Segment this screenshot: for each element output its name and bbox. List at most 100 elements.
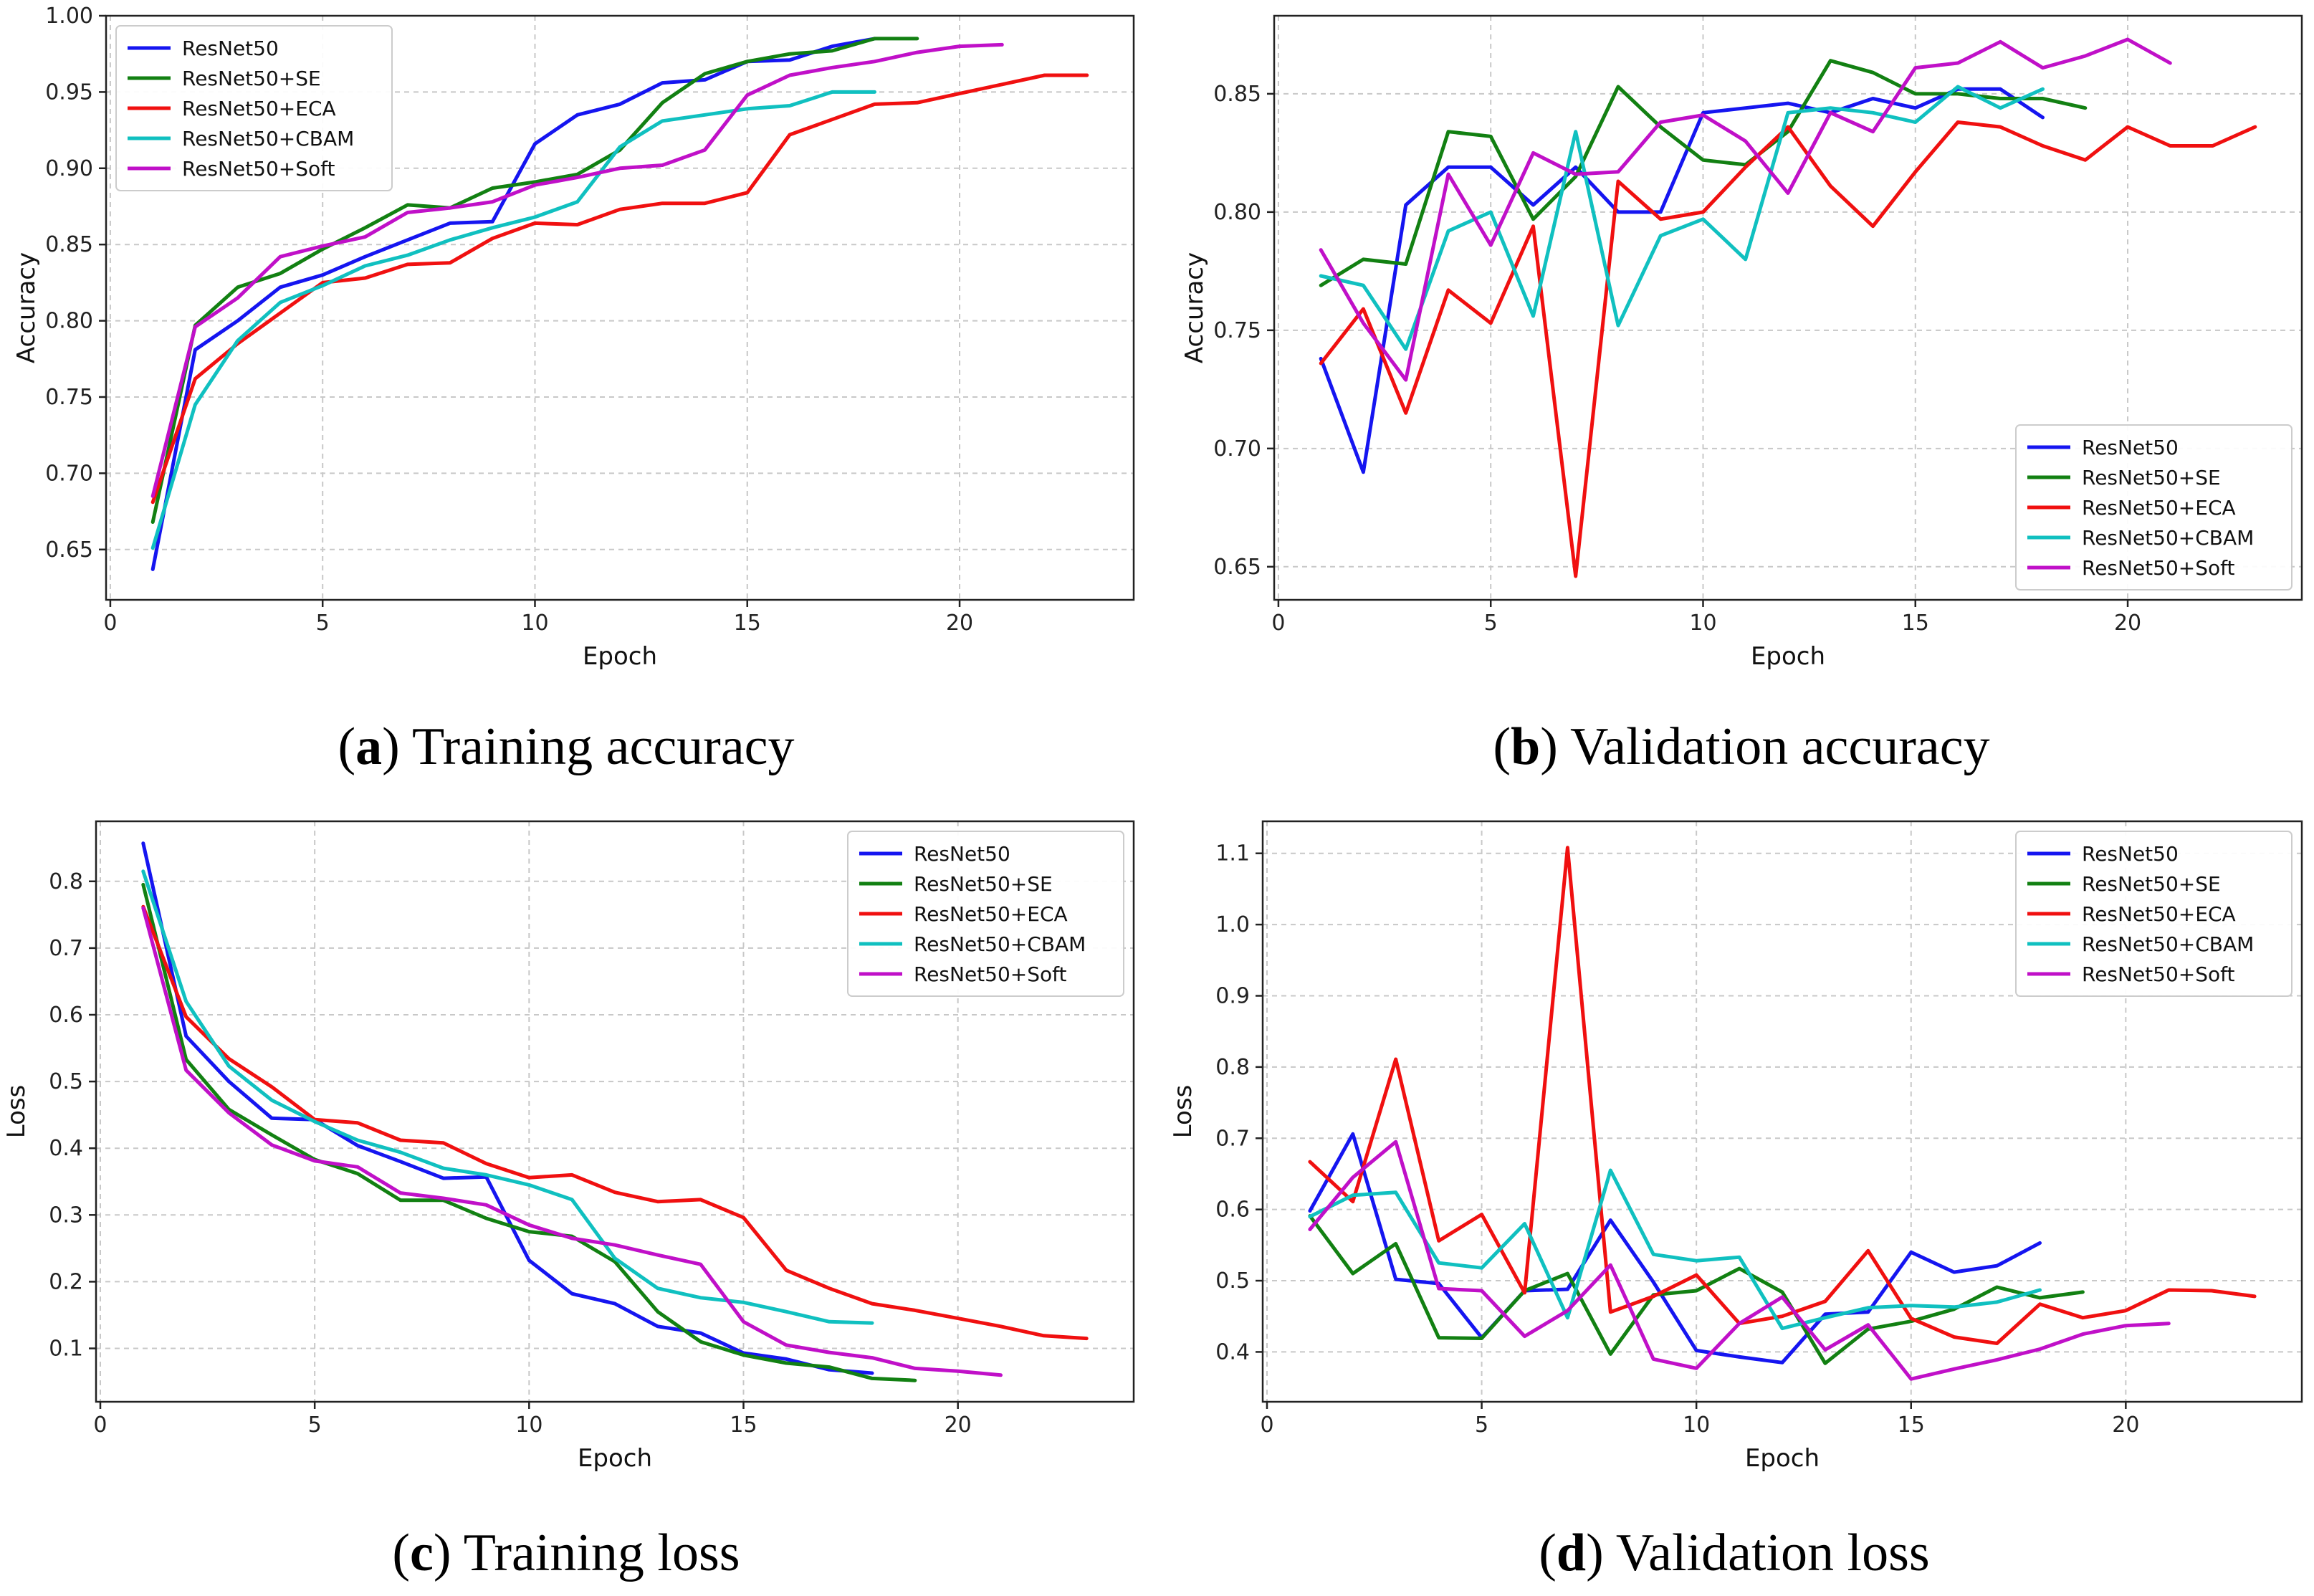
y-tick-label: 1.00 [45, 4, 93, 29]
series-line-resnet50-cbam [1319, 85, 2045, 351]
y-tick-label: 0.7 [1215, 1126, 1250, 1151]
y-tick-label: 0.90 [45, 156, 93, 181]
y-tick-label: 0.65 [45, 537, 93, 563]
legend-label-resnet50-cbam: ResNet50+CBAM [914, 932, 1086, 956]
x-axis-label: Epoch [578, 1444, 652, 1473]
axes-frame [1261, 820, 2303, 1403]
y-axis-label: Loss [1169, 1085, 1197, 1139]
legend-box [2015, 424, 2293, 591]
caption-a: (a) Training accuracy [338, 717, 795, 776]
y-tick-label: 0.7 [49, 936, 83, 961]
legend-label-resnet50: ResNet50 [182, 37, 279, 60]
caption-d-letter: d [1556, 1524, 1587, 1582]
y-tick-label: 0.80 [45, 309, 93, 334]
legend: ResNet50 ResNet50+SE ResNet50+ECA ResNet50+… [847, 831, 1124, 997]
chart-c: 0 5 10 15 20 0.1 0.2 0.3 0.4 0.5 0.6 0.7 0.8 Epoch Los… [2, 820, 1135, 1473]
legend-box [115, 25, 393, 191]
chart-d: 0 5 10 15 20 0.4 0.5 0.6 0.7 0.8 0.9 1.0 1.1 Epoch Los… [1169, 820, 2303, 1473]
series-line-resnet50-eca [1319, 120, 2257, 578]
y-tick-label: 0.70 [1213, 436, 1261, 462]
axes-frame [95, 820, 1135, 1403]
series-line-resnet50-cbam [150, 90, 876, 550]
legend: ResNet50 ResNet50+SE ResNet50+ECA ResNet50+… [2015, 424, 2293, 591]
y-tick-label: 0.4 [49, 1136, 83, 1161]
x-tick-label: 0 [103, 611, 117, 636]
legend-label-resnet50-se: ResNet50+SE [182, 67, 321, 90]
x-axis-label: Epoch [1751, 642, 1825, 671]
x-tick-label: 20 [946, 611, 973, 636]
y-axis-label: Accuracy [1180, 252, 1209, 363]
y-tick-label: 0.5 [1215, 1268, 1250, 1294]
panel-validation-accuracy: 0 5 10 15 20 0.65 0.70 0.75 0.80 0.85 Epoch Accurac… [1157, 0, 2314, 798]
series-line-resnet50-cbam [1308, 1168, 2042, 1331]
y-tick-label: 0.70 [45, 461, 93, 486]
y-tick-label: 0.5 [49, 1069, 83, 1094]
x-tick-label: 20 [945, 1413, 972, 1438]
y-tick-label: 0.9 [1215, 983, 1250, 1008]
x-tick-label: 20 [2112, 1413, 2139, 1438]
legend: ResNet50 ResNet50+SE ResNet50+ECA ResNet50+… [2015, 831, 2293, 997]
y-tick-label: 0.2 [49, 1269, 83, 1294]
panel-training-accuracy: 0 5 10 15 20 0.65 0.70 0.75 0.80 0.85 0.90 0.95 1.00… [0, 0, 1157, 798]
y-tick-label: 0.8 [1215, 1055, 1250, 1080]
panel-validation-loss: 0 5 10 15 20 0.4 0.5 0.6 0.7 0.8 0.9 1.0 1.1 Epoch Los… [1157, 798, 2314, 1596]
y-tick-label: 0.6 [49, 1003, 83, 1028]
caption-c-text: Training loss [463, 1524, 740, 1582]
legend-label-resnet50-soft: ResNet50+Soft [2082, 556, 2235, 580]
x-tick-label: 5 [1484, 611, 1498, 636]
y-tick-label: 1.0 [1215, 912, 1250, 937]
y-tick-label: 0.8 [49, 869, 83, 894]
caption-b-letter: b [1511, 717, 1541, 776]
series-line-resnet50-soft [1319, 37, 2172, 382]
series-line-resnet50-se [141, 882, 917, 1382]
legend-label-resnet50: ResNet50 [2082, 436, 2179, 459]
legend-box [847, 831, 1124, 997]
x-tick-label: 5 [308, 1413, 322, 1438]
y-tick-label: 0.6 [1215, 1198, 1250, 1223]
y-tick-label: 0.85 [45, 232, 93, 257]
legend-label-resnet50-soft: ResNet50+Soft [182, 157, 335, 181]
legend: ResNet50 ResNet50+SE ResNet50+ECA ResNet50+… [115, 25, 393, 191]
x-axis-label: Epoch [1745, 1444, 1820, 1473]
y-tick-label: 0.3 [49, 1203, 83, 1228]
x-axis-label: Epoch [583, 642, 657, 671]
series-line-resnet50 [1308, 1132, 2042, 1365]
series-line-resnet50-se [1308, 1214, 2085, 1365]
legend-label-resnet50: ResNet50 [2082, 842, 2179, 866]
y-tick-label: 0.75 [45, 385, 93, 410]
x-tick-label: 5 [1475, 1413, 1488, 1438]
legend-box [2015, 831, 2293, 997]
y-tick-label: 0.1 [49, 1337, 83, 1362]
series-line-resnet50-soft [1308, 1139, 2171, 1381]
y-tick-label: 1.1 [1215, 841, 1250, 866]
legend-label-resnet50-soft: ResNet50+Soft [914, 962, 1067, 986]
caption-c-letter: c [410, 1524, 434, 1582]
y-tick-label: 0.85 [1213, 82, 1261, 107]
y-axis-label: Accuracy [12, 252, 41, 363]
x-tick-label: 0 [93, 1413, 107, 1438]
series-line-resnet50-se [1319, 59, 2088, 287]
legend-label-resnet50-eca: ResNet50+ECA [182, 97, 336, 120]
x-tick-label: 15 [734, 611, 761, 636]
series-line-resnet50-eca [141, 904, 1089, 1341]
y-tick-label: 0.80 [1213, 200, 1261, 225]
legend-label-resnet50-eca: ResNet50+ECA [2082, 902, 2236, 926]
legend-label-resnet50: ResNet50 [914, 842, 1010, 866]
x-tick-label: 10 [515, 1413, 542, 1438]
legend-label-resnet50-se: ResNet50+SE [914, 872, 1053, 896]
x-tick-label: 15 [1902, 611, 1929, 636]
caption-a-text: Training accuracy [411, 717, 795, 776]
y-tick-label: 0.65 [1213, 555, 1261, 580]
x-tick-label: 0 [1271, 611, 1285, 636]
legend-label-resnet50-cbam: ResNet50+CBAM [2082, 932, 2254, 956]
legend-label-resnet50-se: ResNet50+SE [2082, 872, 2221, 896]
caption-c: (c) Training loss [392, 1524, 740, 1582]
axes-frame [105, 14, 1135, 601]
x-tick-label: 5 [316, 611, 330, 636]
series-line-resnet50-soft [150, 42, 1004, 498]
legend-label-resnet50-eca: ResNet50+ECA [2082, 496, 2236, 520]
legend-label-resnet50-cbam: ResNet50+CBAM [2082, 526, 2254, 550]
series-line-resnet50 [141, 841, 874, 1375]
series-line-resnet50 [1319, 87, 2045, 474]
chart-a: 0 5 10 15 20 0.65 0.70 0.75 0.80 0.85 0.90 0.95 1.00… [12, 4, 1135, 671]
